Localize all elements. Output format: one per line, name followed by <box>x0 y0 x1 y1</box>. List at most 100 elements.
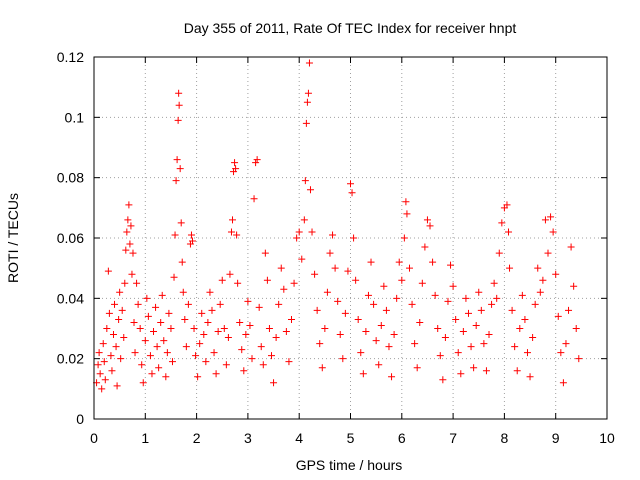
data-point <box>539 276 547 284</box>
data-point <box>449 282 457 290</box>
data-point <box>117 355 125 363</box>
data-point <box>557 349 565 357</box>
data-point <box>541 216 549 224</box>
data-point <box>488 300 496 308</box>
data-point <box>242 331 250 339</box>
x-axis-label: GPS time / hours <box>296 457 403 473</box>
data-point <box>298 255 306 263</box>
x-tick-label: 9 <box>552 430 560 446</box>
data-point <box>246 321 254 329</box>
data-point <box>98 385 106 393</box>
data-point <box>572 325 580 332</box>
data-point <box>303 98 311 106</box>
data-point <box>403 210 411 218</box>
data-point <box>134 300 142 308</box>
data-point <box>308 228 316 236</box>
data-point <box>175 89 183 97</box>
data-point <box>439 376 447 384</box>
data-point <box>495 249 503 257</box>
data-point <box>261 249 269 257</box>
data-point <box>232 165 240 173</box>
data-point <box>521 315 529 323</box>
data-point <box>336 331 344 339</box>
data-point <box>165 309 173 317</box>
data-point <box>534 264 542 272</box>
data-point <box>125 201 133 209</box>
data-point <box>128 270 136 278</box>
data-point <box>434 325 442 332</box>
data-point <box>108 367 116 375</box>
data-point <box>157 318 165 326</box>
data-point <box>372 337 380 345</box>
data-point <box>105 309 113 317</box>
data-point <box>248 355 256 363</box>
data-point <box>511 343 519 351</box>
data-point <box>554 312 562 320</box>
data-point <box>413 364 421 372</box>
data-point <box>275 300 283 308</box>
data-point <box>436 352 444 360</box>
data-point <box>321 325 329 332</box>
data-point <box>364 291 372 299</box>
data-point <box>326 249 334 257</box>
data-point <box>301 177 309 185</box>
data-point <box>153 343 161 351</box>
data-point <box>452 315 460 323</box>
data-point <box>280 285 288 293</box>
data-point <box>388 373 396 381</box>
data-point <box>375 361 383 369</box>
data-point <box>475 288 483 296</box>
data-point <box>454 349 462 357</box>
data-point <box>174 116 182 124</box>
y-tick-label: 0.02 <box>57 351 84 367</box>
data-point <box>302 119 310 127</box>
data-point <box>182 343 190 351</box>
data-point <box>188 237 196 245</box>
data-point <box>95 349 103 357</box>
data-point <box>552 270 560 278</box>
data-point <box>229 216 237 224</box>
x-tick-label: 10 <box>599 430 615 446</box>
data-point <box>567 243 575 251</box>
data-point <box>331 264 339 272</box>
data-point <box>316 340 324 348</box>
data-point <box>429 258 437 266</box>
data-point <box>204 318 212 326</box>
data-point <box>107 352 115 360</box>
data-point <box>390 331 398 339</box>
data-point <box>116 288 124 296</box>
data-point <box>380 282 388 290</box>
data-point <box>477 306 485 314</box>
data-point <box>272 334 280 342</box>
data-point <box>285 358 293 366</box>
data-point <box>405 264 413 272</box>
data-point <box>431 291 439 299</box>
data-point <box>370 300 378 308</box>
data-point <box>173 156 181 164</box>
data-point <box>155 364 163 372</box>
y-tick-label: 0.06 <box>57 230 84 246</box>
data-point <box>293 234 301 242</box>
x-tick-label: 3 <box>244 430 252 446</box>
data-point <box>238 346 246 354</box>
x-tick-label: 2 <box>193 430 201 446</box>
data-point <box>200 331 208 339</box>
data-point <box>120 334 128 342</box>
data-point <box>344 267 352 275</box>
data-point <box>121 279 129 287</box>
data-point <box>341 309 349 317</box>
data-point <box>127 222 135 230</box>
data-point <box>214 328 222 336</box>
data-point <box>212 370 220 378</box>
data-point <box>562 340 570 348</box>
data-point <box>472 321 480 329</box>
data-point <box>244 297 252 305</box>
data-point <box>339 355 347 363</box>
data-point <box>160 337 168 345</box>
data-point <box>408 300 416 308</box>
data-point <box>426 222 434 230</box>
data-point <box>506 264 514 272</box>
data-point <box>354 315 362 323</box>
data-point <box>253 156 261 164</box>
